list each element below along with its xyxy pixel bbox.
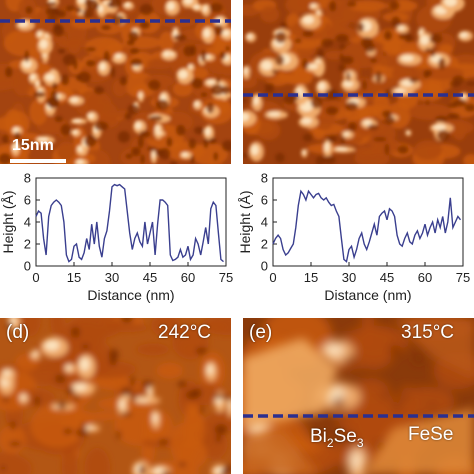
- height-profile-plot-a: 0 15 30 45 60 75 0 2 4 6 8 Distance (nm) Height (Å): [0, 171, 233, 304]
- panel-label-d: (d): [6, 322, 30, 343]
- stm-image-b: [243, 0, 474, 164]
- height-profile-series: [272, 189, 462, 263]
- x-tick-label: 60: [418, 270, 432, 285]
- stm-topography-b: [243, 0, 474, 164]
- x-tick-label: 45: [143, 270, 157, 285]
- scale-bar-label: 15nm: [12, 137, 54, 154]
- x-tick-label: 60: [181, 270, 195, 285]
- y-tick-label: 6: [261, 193, 268, 208]
- y-tick-label: 0: [261, 259, 268, 274]
- height-profile-series: [35, 183, 224, 263]
- x-tick-label: 15: [67, 270, 81, 285]
- stm-topography-e: [243, 318, 474, 474]
- temperature-label-d: 242°C: [158, 322, 212, 343]
- x-tick-label: 30: [105, 270, 119, 285]
- height-profile-plot-b: 0 15 30 45 60 75 0 2 4 6 8 Distance (nm) Height (Å): [237, 171, 470, 304]
- stm-image-e: [243, 318, 474, 474]
- scale-bar-line: [10, 159, 66, 163]
- region-label-fese: FeSe: [408, 424, 454, 445]
- stm-topography-d: [0, 318, 231, 474]
- x-tick-label: 75: [219, 270, 233, 285]
- x-tick-label: 15: [304, 270, 318, 285]
- y-tick-label: 0: [24, 259, 31, 274]
- stm-image-a: [0, 0, 231, 164]
- x-tick-label: 0: [269, 270, 276, 285]
- x-tick-label: 45: [380, 270, 394, 285]
- panel-label-e: (e): [249, 322, 273, 343]
- y-axis-label: Height (Å): [0, 190, 16, 253]
- y-tick-label: 2: [24, 237, 31, 252]
- x-axis-label: Distance (nm): [87, 287, 174, 303]
- y-tick-label: 8: [261, 171, 268, 186]
- region-label-bi2se3: Bi2Se3: [310, 426, 364, 450]
- x-tick-label: 0: [32, 270, 39, 285]
- temperature-label-e: 315°C: [401, 322, 455, 343]
- stm-image-d: [0, 318, 231, 474]
- y-tick-label: 6: [24, 193, 31, 208]
- x-tick-label: 30: [342, 270, 356, 285]
- y-tick-label: 8: [24, 171, 31, 186]
- y-tick-label: 2: [261, 237, 268, 252]
- y-axis-label: Height (Å): [237, 190, 253, 253]
- x-tick-label: 75: [456, 270, 470, 285]
- scale-bar: 15nm: [12, 138, 54, 154]
- stm-topography-a: [0, 0, 231, 164]
- y-tick-label: 4: [261, 215, 268, 230]
- y-tick-label: 4: [24, 215, 31, 230]
- x-axis-label: Distance (nm): [324, 287, 411, 303]
